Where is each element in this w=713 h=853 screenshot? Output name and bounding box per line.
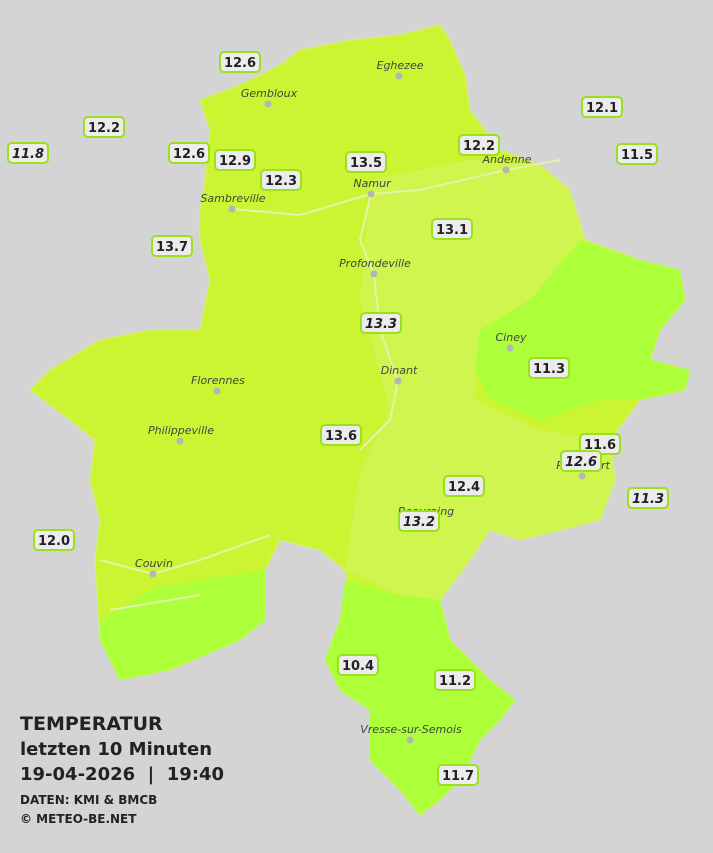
legend-subtitle: letzten 10 Minuten [20,739,212,760]
station-box [260,169,302,191]
station-box [214,149,256,171]
city-dot [578,472,586,480]
legend-source: DATEN: KMI & BMCB [20,793,157,807]
station-box [437,764,479,786]
city-name: Eghezee [377,59,424,72]
cool-zone-south [325,580,515,815]
city-name: Sambreville [200,192,265,205]
city-name: Gembloux [241,87,298,100]
city-dot [176,437,184,445]
station-box [458,134,500,156]
station-value: 13.5 [350,156,382,171]
city-name: Vresse-sur-Semois [360,723,462,736]
city-dot [370,270,378,278]
station-value: 11.6 [584,438,616,453]
cool-zone-southwest [100,570,265,680]
city-name: Namur [353,177,392,190]
city-dot [506,344,514,352]
city-dot [395,72,403,80]
station-value: 13.7 [156,240,188,255]
station-value: 11.5 [621,148,653,163]
station-box [431,218,473,240]
legend-title: TEMPERATUR [20,713,163,735]
station-value: 12.0 [38,534,70,549]
station-value: 12.6 [224,56,256,71]
station-box [528,357,570,379]
river [99,534,271,611]
station-value: 12.9 [219,154,251,169]
stations: 12.6 12.2 11.8 12.6 12.9 12.3 13.5 12.2 12.1 11.5… [7,51,669,786]
city-dot [394,377,402,385]
station-box [360,312,402,334]
city-name: Couvin [135,557,173,570]
city-name: Profondeville [339,257,411,270]
city-name: Andenne [482,153,532,166]
station-value: 13.2 [403,515,435,530]
city-dot [367,190,375,198]
station-value: 11.7 [442,769,474,784]
station-value: 13.3 [365,317,397,332]
station-box [337,654,379,676]
station-box [443,475,485,497]
legend: TEMPERATUR letzten 10 Minuten 19-04-2026 |… [20,713,224,826]
legend-copyright: © METEO-BE.NET [20,812,137,826]
station-box [83,116,125,138]
city-dot [213,387,221,395]
station-box [581,96,623,118]
station-box [219,51,261,73]
station-value: 12.1 [586,101,618,116]
station-box [345,151,387,173]
station-box [434,669,476,691]
station-value: 11.3 [533,362,565,377]
city-name: Ciney [496,331,527,344]
station-value: 12.6 [565,455,597,470]
city-name: Philippeville [148,424,214,437]
station-box [320,424,362,446]
station-box [616,143,658,165]
station-box [398,510,440,532]
station-box [33,529,75,551]
warm-zone-east [345,160,615,600]
station-value: 11.3 [632,492,664,507]
legend-datetime: 19-04-2026 | 19:40 [20,764,224,785]
station-box [7,142,49,164]
station-value: 12.2 [88,121,120,136]
station-box [627,487,669,509]
station-value: 12.6 [173,147,205,162]
city-name: Dinant [381,364,418,377]
station-box [560,450,602,472]
station-value: 12.4 [448,480,480,495]
station-value: 11.2 [439,674,471,689]
station-value: 13.6 [325,429,357,444]
station-value: 10.4 [342,659,374,674]
station-value: 12.3 [265,174,297,189]
city-dot [502,166,510,174]
station-box [168,142,210,164]
city-dot [228,205,236,213]
city-dot [149,570,157,578]
city-name: Florennes [191,374,245,387]
station-value: 11.8 [12,147,44,162]
station-value: 13.1 [436,223,468,238]
station-value: 12.2 [463,139,495,154]
station-box [151,235,193,257]
city-dot [264,100,272,108]
city-dot [406,736,414,744]
